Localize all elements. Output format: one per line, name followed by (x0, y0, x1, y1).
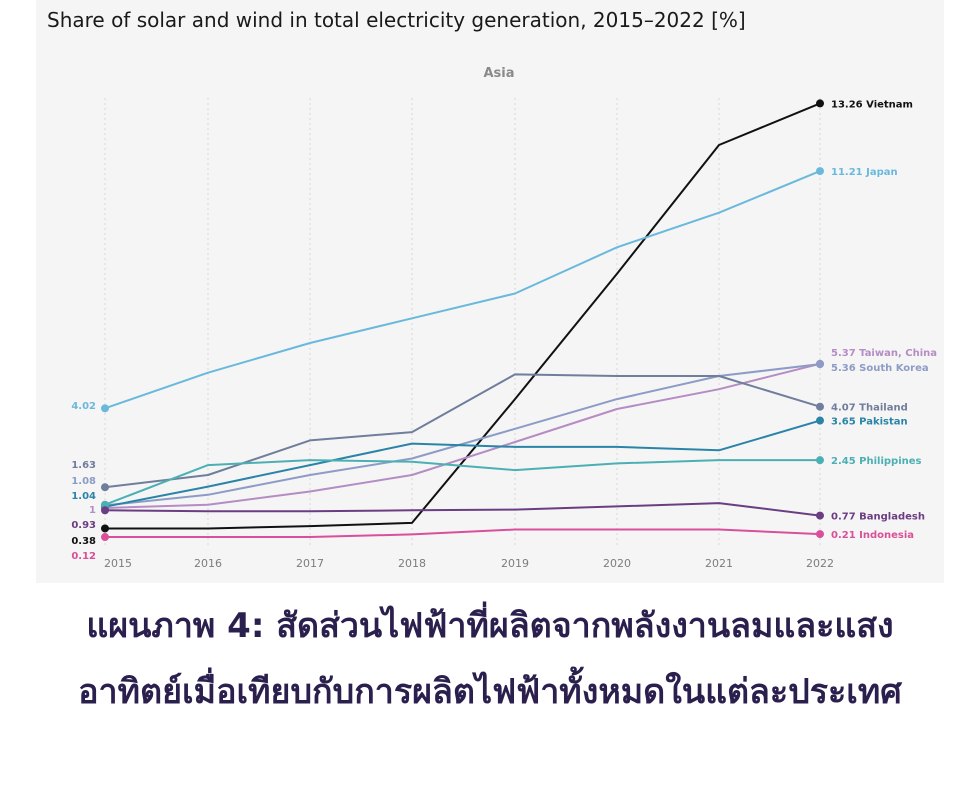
start-value-label: 0.12 (71, 551, 96, 562)
chart-panel (36, 0, 944, 583)
end-value: 11.21 (831, 167, 866, 178)
start-value-label: 4.02 (71, 401, 96, 412)
series-name: Pakistan (859, 417, 908, 428)
chart-title: Share of solar and wind in total electri… (47, 8, 746, 32)
series-line (104, 363, 821, 507)
series-line (104, 419, 821, 508)
series-end-point (816, 416, 824, 425)
end-value-label: 0.21 Indonesia (831, 530, 914, 541)
end-value-label: 5.37 Taiwan, China (831, 348, 937, 359)
start-value-label: 0.93 (71, 520, 96, 531)
end-value-label: 0.77 Bangladesh (831, 512, 925, 523)
end-value-label: 2.45 Philippines (831, 456, 922, 467)
series-name: Vietnam (866, 99, 913, 110)
series-end-point (816, 167, 824, 176)
series-start-point (101, 524, 109, 533)
start-value-label: 1.63 (71, 460, 96, 471)
series-name: Indonesia (859, 530, 914, 541)
start-value-label: 1 (89, 505, 96, 516)
start-value-label: 1.04 (71, 491, 96, 502)
series-name: Japan (865, 167, 898, 178)
series-line (105, 102, 821, 530)
end-value-label: 5.36 South Korea (831, 363, 929, 374)
series-line (104, 459, 820, 506)
x-tick-label: 2016 (194, 557, 222, 570)
start-value-label: 1.08 (71, 476, 96, 487)
end-value-label: 3.65 Pakistan (831, 417, 908, 428)
series-line (104, 170, 821, 410)
end-value-label: 13.26 Vietnam (831, 99, 913, 110)
series-name: Philippines (859, 456, 921, 467)
series-start-point (101, 500, 109, 509)
end-value: 4.07 (831, 403, 859, 414)
series-start-point (101, 506, 109, 515)
x-tick-label: 2017 (296, 557, 324, 570)
end-value: 13.26 (831, 99, 866, 110)
x-tick-label: 2021 (705, 557, 733, 570)
series-line (104, 362, 821, 509)
series-name: Bangladesh (859, 512, 925, 523)
chart-subtitle: Asia (483, 66, 514, 81)
end-value: 3.65 (831, 417, 859, 428)
start-value-label: 0.38 (71, 536, 96, 547)
series-line (105, 528, 821, 538)
figure-caption: แผนภาพ 4: สัดส่วนไฟฟ้าที่ผลิตจากพลังงานล… (78, 606, 902, 712)
series-line (104, 502, 821, 517)
end-value-label: 4.07 Thailand (831, 403, 908, 414)
x-tick-label: 2020 (603, 557, 631, 570)
end-value: 2.45 (831, 456, 859, 467)
end-value: 0.21 (831, 530, 859, 541)
series-start-point (101, 483, 109, 492)
series-line (104, 373, 821, 489)
line-chart: Asia 2015 2016 2017 2018 2019 2020 2021 2022 0.38… (71, 66, 937, 570)
series-start-point (101, 404, 109, 413)
series-end-point (816, 530, 824, 539)
series-name: South Korea (859, 363, 928, 374)
end-value: 5.37 (831, 348, 859, 359)
x-tick-label: 2018 (398, 557, 426, 570)
series-end-point (816, 99, 824, 108)
series-name: Thailand (859, 403, 908, 414)
x-tick-label: 2015 (104, 557, 132, 570)
end-value: 0.77 (831, 512, 859, 523)
series-end-point (816, 360, 824, 369)
x-tick-label: 2019 (501, 557, 529, 570)
end-value: 5.36 (831, 363, 859, 374)
end-value-label: 11.21 Japan (831, 167, 898, 178)
series-end-point (816, 402, 824, 411)
series-start-point (101, 533, 109, 542)
series-name: Taiwan, China (859, 348, 937, 359)
series-end-point (816, 456, 824, 465)
x-tick-label: 2022 (806, 557, 834, 570)
series-end-point (816, 511, 824, 520)
